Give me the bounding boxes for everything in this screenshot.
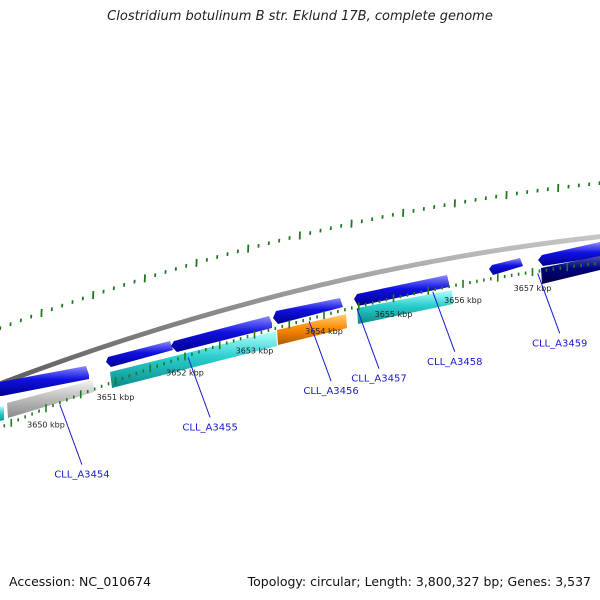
feature-track-genes <box>0 256 600 422</box>
gene-callout-line <box>537 273 561 334</box>
gene-label[interactable]: CLL_A3454 <box>54 470 109 481</box>
gene-callout-line <box>356 308 380 369</box>
inner-kbp-ruler: 3650 kbp 3651 kbp 3652 kbp 3653 kbp 3654 kbp… <box>3 262 596 429</box>
kbp-tick-label: 3655 kbp <box>375 310 413 319</box>
gene-label[interactable]: CLL_A3456 <box>303 386 358 397</box>
gene-callout-line <box>187 357 211 418</box>
gene-callout-line <box>432 291 456 352</box>
kbp-tick-label: 3651 kbp <box>97 393 135 402</box>
feature-track-forward <box>0 242 600 396</box>
cds-feature[interactable] <box>489 258 523 275</box>
gene-feature[interactable] <box>357 290 453 324</box>
gene-label[interactable]: CLL_A3455 <box>182 422 237 433</box>
gene-feature[interactable] <box>541 256 600 284</box>
gene-feature[interactable] <box>0 406 4 422</box>
gene-feature[interactable] <box>110 331 277 388</box>
gene-label[interactable]: CLL_A3458 <box>427 357 482 368</box>
gene-callout-line <box>308 320 332 382</box>
cds-feature[interactable] <box>538 242 600 266</box>
accession-label: Accession: NC_010674 <box>9 574 152 589</box>
cds-feature[interactable] <box>273 298 343 324</box>
gene-feature[interactable] <box>7 380 94 418</box>
gene-label[interactable]: CLL_A3457 <box>351 374 406 385</box>
cds-feature[interactable] <box>354 275 449 306</box>
kbp-tick-label: 3650 kbp <box>27 420 65 429</box>
gene-callout-line <box>59 404 83 465</box>
cds-feature[interactable] <box>171 316 272 352</box>
genome-stats-label: Topology: circular; Length: 3,800,327 bp… <box>247 574 591 589</box>
kbp-tick-label: 3654 kbp <box>305 327 343 336</box>
kbp-tick-label: 3652 kbp <box>166 369 204 378</box>
kbp-tick-label: 3653 kbp <box>236 347 274 356</box>
gene-label[interactable]: CLL_A3459 <box>532 338 587 349</box>
map-title: Clostridium botulinum B str. Eklund 17B,… <box>107 9 493 24</box>
kbp-tick-label: 3657 kbp <box>514 284 552 293</box>
cds-feature[interactable] <box>106 341 173 367</box>
cds-feature[interactable] <box>0 366 89 396</box>
kbp-tick-label: 3656 kbp <box>444 296 482 305</box>
